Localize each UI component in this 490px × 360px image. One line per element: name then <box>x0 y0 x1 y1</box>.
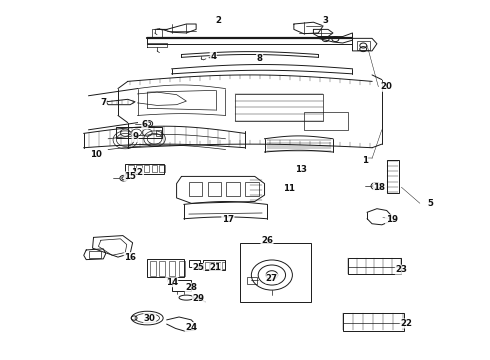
Text: 11: 11 <box>283 184 295 193</box>
Text: 9: 9 <box>132 132 138 141</box>
Text: 22: 22 <box>400 319 412 328</box>
Text: 6: 6 <box>142 120 148 129</box>
Text: 19: 19 <box>386 215 397 224</box>
Bar <box>150 261 156 276</box>
Bar <box>216 262 220 269</box>
Text: 13: 13 <box>295 165 307 174</box>
Text: 14: 14 <box>166 278 178 287</box>
Bar <box>387 160 399 193</box>
Text: 24: 24 <box>185 323 197 332</box>
Bar <box>159 261 165 276</box>
Bar <box>205 262 209 269</box>
Text: 8: 8 <box>257 54 263 63</box>
Bar <box>136 165 142 172</box>
Text: 26: 26 <box>261 237 273 246</box>
Bar <box>240 243 311 302</box>
Bar <box>179 261 185 276</box>
Text: 2: 2 <box>215 16 221 25</box>
Bar <box>203 260 225 270</box>
Text: 21: 21 <box>210 264 221 273</box>
Text: 27: 27 <box>266 274 278 283</box>
Text: 12: 12 <box>131 168 144 177</box>
Bar <box>245 182 259 196</box>
Bar <box>147 259 184 277</box>
Text: 25: 25 <box>193 264 204 273</box>
Text: 23: 23 <box>395 265 407 274</box>
Bar <box>144 165 149 172</box>
Bar <box>211 262 215 269</box>
Bar <box>304 112 347 130</box>
Bar <box>189 260 199 267</box>
Bar <box>156 130 161 136</box>
Text: 16: 16 <box>124 253 136 262</box>
Bar <box>226 182 240 196</box>
Bar <box>221 262 225 269</box>
Text: 30: 30 <box>144 314 156 323</box>
Bar <box>89 251 101 258</box>
Bar <box>151 165 157 172</box>
Text: 1: 1 <box>362 156 368 165</box>
Bar <box>125 163 164 174</box>
Bar <box>247 277 257 284</box>
Text: 28: 28 <box>185 283 197 292</box>
Bar <box>159 165 165 172</box>
Text: 3: 3 <box>322 16 329 25</box>
Bar <box>189 182 202 196</box>
Text: 29: 29 <box>193 294 205 303</box>
Text: 5: 5 <box>428 199 434 208</box>
Bar <box>343 313 404 330</box>
Text: 7: 7 <box>100 98 106 107</box>
Bar <box>347 258 401 274</box>
Text: 15: 15 <box>124 172 136 181</box>
Bar <box>235 94 323 121</box>
Bar <box>169 261 175 276</box>
Text: 4: 4 <box>210 52 216 61</box>
Bar <box>172 280 191 291</box>
Text: 20: 20 <box>381 82 392 91</box>
Bar <box>128 165 134 172</box>
Bar <box>116 127 162 138</box>
Text: 10: 10 <box>90 150 102 159</box>
Text: 17: 17 <box>222 215 234 224</box>
Text: 18: 18 <box>373 183 385 192</box>
Bar <box>357 41 369 50</box>
Bar <box>208 182 221 196</box>
